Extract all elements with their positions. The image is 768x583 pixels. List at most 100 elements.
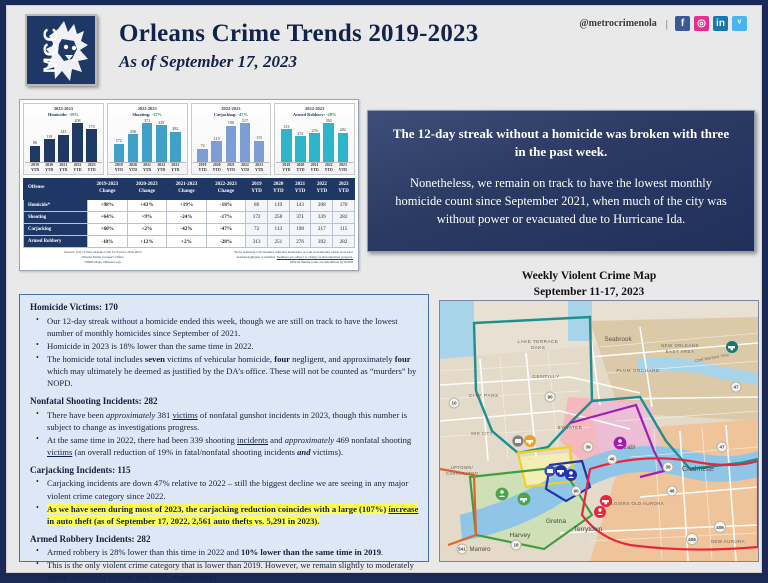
cell-change: -24% [166,210,207,224]
map-canvas[interactable]: 90 39 46 47 47 39 46 428 406 406 18 541 … [440,301,758,561]
table-row: Homicide* +98% +43% +19% -18% 86 119 143… [23,198,355,212]
list-item: As we have seen during most of 2023, the… [30,502,420,527]
bar-group: 282 [170,118,181,163]
bar [141,123,153,163]
bar [43,139,55,163]
shooting-bullets: There have been approximately 381 victim… [30,408,420,458]
cell-change: -18% [205,198,247,212]
bar [295,136,306,163]
person-pin-icon [495,487,509,501]
bar-group: 313 [281,118,292,163]
bar [225,125,237,163]
bar [337,132,349,163]
chart-plot: 313 251 276 392 282 [276,118,353,163]
bar-group: 276 [309,118,320,163]
bar [58,134,69,163]
chart-subtitle-pct: -17% [151,111,162,117]
row-label: Homicide* [23,198,88,212]
bar [239,123,251,163]
x-tick: 2021 YTD [59,163,68,173]
chart-subtitle-label: Shooting: [132,111,151,117]
weekly-violent-crime-map[interactable]: 90 39 46 47 47 39 46 428 406 406 18 541 … [439,300,759,562]
cell-change: -42% [166,222,207,237]
cell-ytd: 170 [332,198,355,212]
map-shield: 39 [665,465,671,470]
bar-group: 115 [253,118,265,163]
facebook-icon[interactable]: f [675,16,690,31]
gun-pin-icon [517,492,531,506]
cell-change: -17% [205,210,247,224]
col-ytd-2023: 2023 YTD [332,178,355,200]
cell-ytd: 115 [332,222,355,237]
map-label: ALGIERS OLD AURORA [608,501,664,506]
instagram-icon[interactable]: ◎ [694,16,709,31]
twitter-icon[interactable]: ᵛ [732,16,747,31]
bar-group: 113 [211,118,223,163]
bar-value: 172 [115,138,122,144]
cell-ytd: 198 [288,222,312,237]
map-label: CARROLLTON [446,471,478,476]
x-tick: 2023 YTD [171,163,180,173]
bar-group: 258 [127,118,139,163]
map-shield: 541 [458,547,466,552]
row-label: Carjacking [23,222,88,237]
section-heading-armed-robbery: Armed Robbery Incidents: 282 [30,533,151,544]
map-label: EAST AREA [666,349,695,354]
col-ytd-2020: 2020 YTD [266,178,290,200]
bar-value: 282 [172,126,179,132]
chart-plot: 172 258 371 339 282 [109,118,186,163]
bar-value: 86 [33,140,38,146]
bar [72,123,83,163]
list-item: The homicide total includes seven victim… [30,352,420,389]
cell-ytd: 86 [245,198,268,212]
camera-pin-icon [512,435,524,447]
cell-change: -28% [205,235,247,249]
row-label: Shooting [23,210,88,224]
cell-ytd: 251 [266,235,290,249]
map-label: NEW AURORA [711,539,745,544]
chart-xaxis: 2019 YTD 2020 YTD 2021 YTD 2022 YTD 2023… [276,162,353,173]
section-heading-homicide: Homicide Victims: 170 [30,302,118,312]
cell-change: +2% [126,222,168,237]
map-label: Harvey [510,532,532,539]
col-change-2019: 2019-2023 Change [87,178,128,200]
x-tick: 2019 YTD [30,163,40,173]
bar [155,125,167,163]
map-shield: 47 [733,385,739,390]
linkedin-icon[interactable]: in [713,16,728,31]
bar-group: 72 [197,118,208,163]
list-item: There have been approximately 381 victim… [30,408,420,433]
chart-subtitle: Shooting: -17% [109,112,186,118]
stats-panel: 2022-2023 Homicide: -18% 86 119 143 208 … [19,99,359,271]
dog-head-icon [46,21,88,81]
chart-xaxis: 2019 YTD 2020 YTD 2021 YTD 2022 YTD 2023… [25,162,102,173]
cell-ytd: 313 [245,235,268,249]
cell-change: +19% [166,198,207,212]
bar-value: 113 [213,135,220,141]
callout-headline: The 12-day streak without a homicide was… [392,126,730,159]
map-label: Marrero [469,547,491,553]
bar-group: 282 [337,118,349,163]
x-tick: 2023 YTD [255,163,264,173]
map-label: Chef Menteur Hwy [694,352,730,364]
bar-value: 251 [297,130,304,136]
cell-change: +98% [87,198,128,212]
cell-change: +60% [87,222,128,237]
homicide-note: *Note: homicide total includes vehicular… [233,250,353,264]
bar [253,140,265,163]
table-row: Armed Robbery -10% +12% +2% -28% 313 251… [23,235,355,249]
gun-pin-icon [600,495,612,507]
chart-plot: 86 119 143 208 170 [25,118,102,163]
x-tick: 2022 YTD [157,163,166,173]
col-offense: Offense [23,178,88,200]
chart-subtitle: Homicide: -18% [25,112,102,118]
x-tick: 2020 YTD [212,163,221,173]
chart-subtitle: Carjacking: -47% [193,112,270,118]
homicide-bullets: Our 12-day streak without a homicide end… [30,314,420,389]
map-label: Gretna [546,518,566,525]
cell-ytd: 392 [310,235,334,249]
charts-row: 2022-2023 Homicide: -18% 86 119 143 208 … [23,103,355,175]
bar [211,141,223,163]
bar-value: 217 [241,117,248,123]
bar-value: 339 [158,119,165,125]
